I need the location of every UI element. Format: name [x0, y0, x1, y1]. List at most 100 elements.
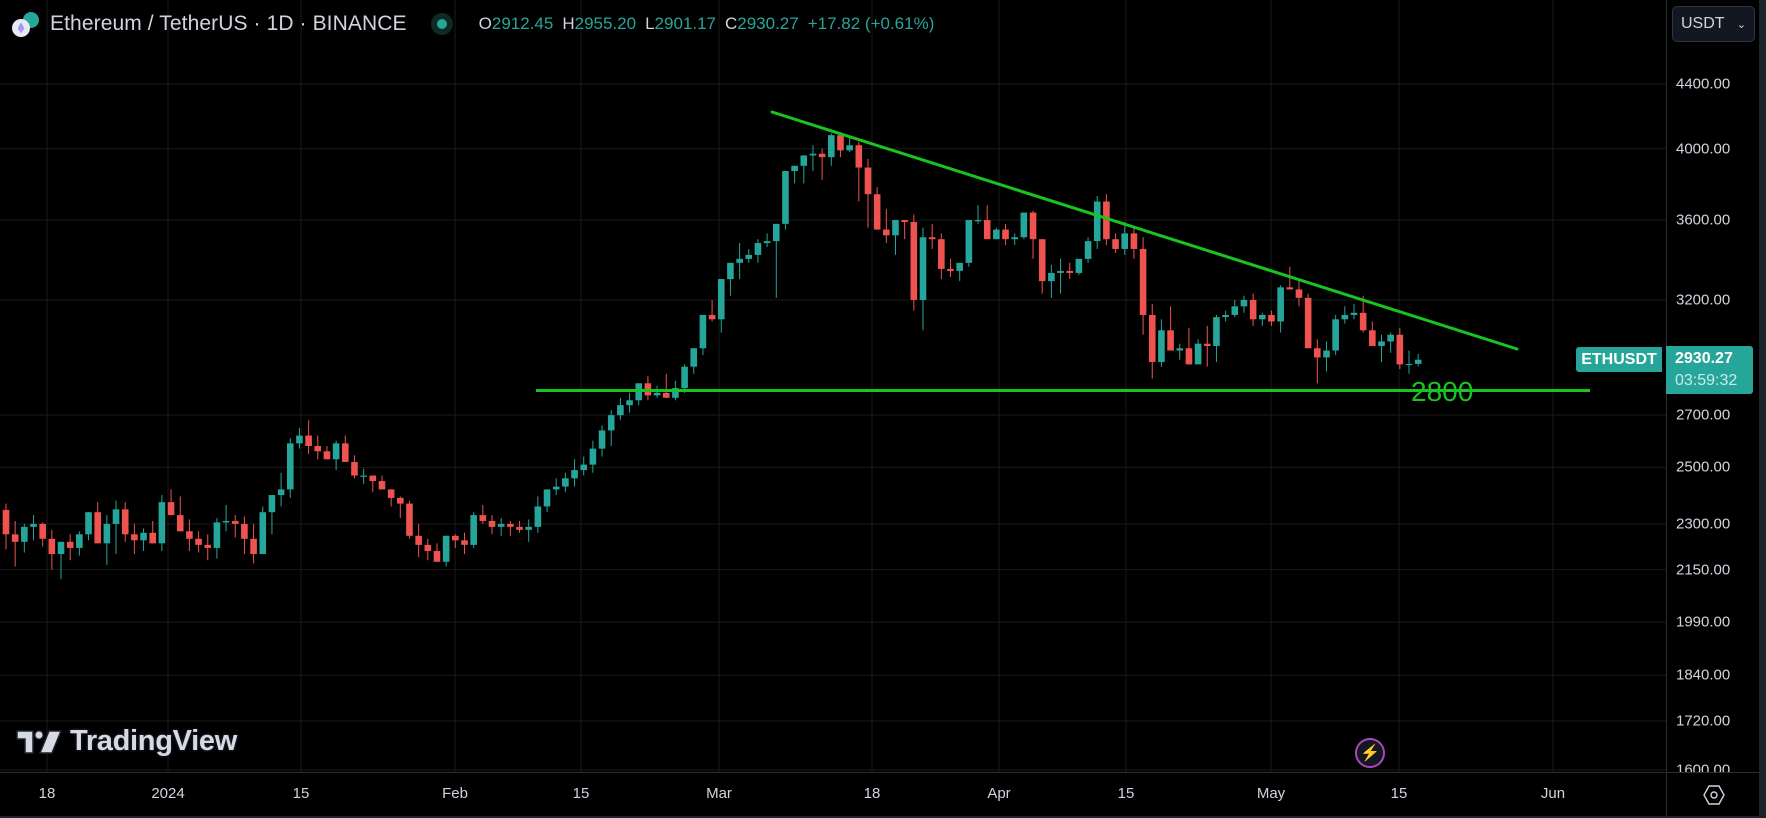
candle — [1396, 328, 1404, 370]
candle — [956, 262, 963, 282]
candle — [1121, 221, 1129, 255]
price-axis-label: 4000.00 — [1676, 140, 1731, 158]
price-axis-label: 3600.00 — [1676, 211, 1731, 229]
candle — [562, 472, 569, 493]
candle — [442, 535, 450, 567]
chart-plot-area[interactable] — [0, 0, 1666, 772]
candle — [910, 214, 918, 311]
candle — [892, 220, 899, 255]
candle — [736, 243, 743, 280]
candle — [571, 459, 578, 487]
candle — [626, 392, 633, 413]
candle — [1332, 314, 1339, 356]
candlestick-chart[interactable] — [0, 0, 1666, 772]
time-axis-label: 18 — [863, 785, 881, 802]
candle — [66, 534, 74, 561]
candle — [1341, 306, 1349, 324]
candle — [1075, 258, 1083, 275]
candle — [351, 455, 358, 479]
candle — [378, 475, 386, 490]
candle — [617, 397, 624, 421]
candle — [1185, 328, 1193, 365]
chevron-down-icon: ⌄ — [1736, 18, 1746, 31]
candle — [277, 472, 285, 507]
time-axis-label: 15 — [572, 785, 590, 802]
candle — [828, 133, 835, 166]
candle — [782, 171, 789, 230]
candle — [791, 165, 798, 184]
candle — [855, 141, 863, 202]
time-axis-label: 15 — [1117, 785, 1135, 802]
candle — [1093, 196, 1101, 249]
candle — [938, 233, 945, 280]
candle — [387, 489, 395, 507]
candle — [176, 496, 184, 532]
close-value: 2930.27 — [737, 14, 799, 33]
currency-selector[interactable]: USDT ⌄ — [1672, 6, 1755, 42]
candle — [772, 223, 780, 298]
symbol-title[interactable]: Ethereum / TetherUS · 1D · BINANCE — [50, 12, 407, 35]
candle — [947, 258, 954, 278]
candle — [268, 495, 276, 535]
symbol-price-tag: ETHUSDT — [1576, 347, 1662, 372]
candle — [1369, 321, 1376, 346]
candle — [873, 186, 881, 230]
candle — [332, 440, 340, 471]
candle — [213, 518, 221, 559]
candle — [507, 520, 514, 536]
candle — [1038, 239, 1046, 294]
candle — [21, 523, 28, 553]
candle — [470, 512, 477, 548]
candle — [1277, 285, 1284, 333]
ethereum-icon — [12, 19, 30, 37]
candle — [488, 515, 496, 535]
low-label: L — [645, 14, 655, 33]
candle — [158, 495, 166, 551]
lightning-icon[interactable]: ⚡ — [1355, 738, 1385, 768]
candle — [497, 518, 505, 536]
candle — [433, 543, 441, 562]
candle — [543, 489, 551, 513]
candle — [1148, 304, 1156, 379]
candle — [965, 220, 973, 267]
time-axis[interactable]: 18 2024 15 Feb 15 Mar 18 Apr 15 May 15 Jun — [0, 772, 1666, 817]
candle — [690, 348, 698, 374]
symbol-legend: Ethereum / TetherUS · 1D · BINANCE O2912… — [10, 10, 934, 38]
support-level-label[interactable]: 2800 — [1411, 376, 1474, 407]
candle — [259, 506, 267, 555]
candle — [1020, 212, 1028, 240]
candle — [250, 523, 257, 564]
candle — [1066, 262, 1074, 280]
candle — [1414, 353, 1422, 367]
price-axis-label: 1840.00 — [1676, 666, 1731, 684]
candle — [1167, 306, 1174, 351]
currency-value: USDT — [1681, 15, 1725, 32]
candle — [406, 500, 413, 539]
candle — [397, 496, 404, 519]
candle — [121, 502, 129, 542]
candle — [1258, 312, 1266, 326]
bar-countdown: 03:59:32 — [1675, 372, 1738, 389]
change-value: +17.82 (+0.61%) — [807, 14, 935, 33]
candle — [1304, 293, 1312, 349]
candle — [1240, 295, 1248, 313]
candle — [1213, 314, 1220, 363]
low-value: 2901.17 — [654, 14, 716, 33]
candle — [149, 520, 157, 544]
price-axis-label: 2700.00 — [1676, 406, 1731, 424]
tradingview-logo[interactable]: TradingView — [16, 725, 237, 758]
last-price: 2930.27 — [1675, 350, 1733, 367]
settings-hexagon-icon — [1702, 785, 1725, 805]
candle — [1130, 227, 1138, 259]
price-axis-label: 3200.00 — [1676, 291, 1731, 309]
candle — [296, 427, 303, 449]
candle — [103, 515, 111, 565]
candle — [231, 515, 239, 538]
candle — [314, 435, 322, 460]
candle — [727, 262, 734, 296]
chart-settings-button[interactable] — [1666, 772, 1760, 817]
trendline[interactable] — [770, 110, 1519, 351]
candle — [1139, 237, 1147, 335]
market-open-status-icon[interactable] — [430, 13, 453, 35]
candle — [901, 220, 908, 240]
